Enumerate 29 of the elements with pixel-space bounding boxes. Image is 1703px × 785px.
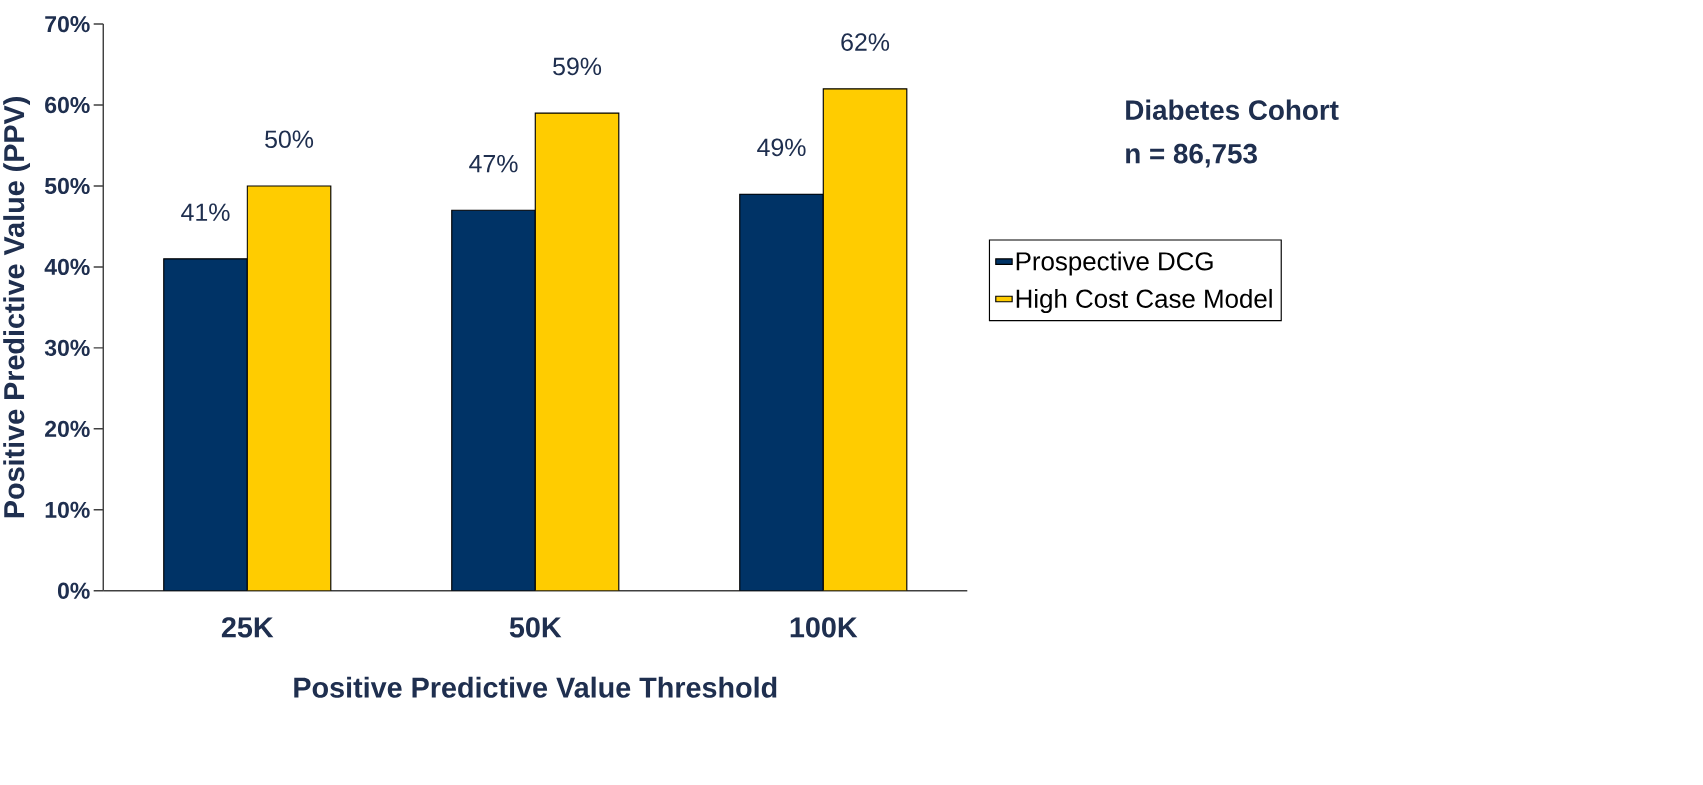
legend-label: High Cost Case Model [1016,288,1272,313]
y-tick-label: 40% [44,258,90,276]
bar [739,193,824,591]
data-label: 41% [181,203,230,221]
x-axis-title: Positive Predictive Value Threshold [294,676,777,698]
y-tick-label: 50% [44,177,90,195]
x-tick-label: 50K [509,617,562,638]
x-tick-label: 25K [221,617,274,638]
text: n = 86,753 [1126,143,1257,168]
x-tick-label: 100K [790,617,858,638]
y-tick-label: 70% [45,15,90,33]
data-label: 47% [469,154,518,173]
bar [534,112,620,591]
bar [163,258,248,591]
y-tick-label: 0% [57,582,90,599]
data-label: 59% [553,57,602,76]
legend-label: Prospective DCG [1016,251,1213,276]
y-axis-title: Positive Predictive Value (PPV) [3,97,31,518]
text: Diabetes Cohort [1126,99,1339,120]
y-tick-label: 60% [45,96,90,114]
bar [246,185,332,591]
bar [822,88,908,591]
data-label: 50% [265,130,314,149]
y-tick-label: 10% [45,501,90,518]
data-label: 49% [757,138,806,157]
y-tick-label: 20% [45,420,90,437]
bar [451,209,536,591]
y-tick-label: 30% [44,339,90,356]
data-label: 62% [841,33,890,51]
